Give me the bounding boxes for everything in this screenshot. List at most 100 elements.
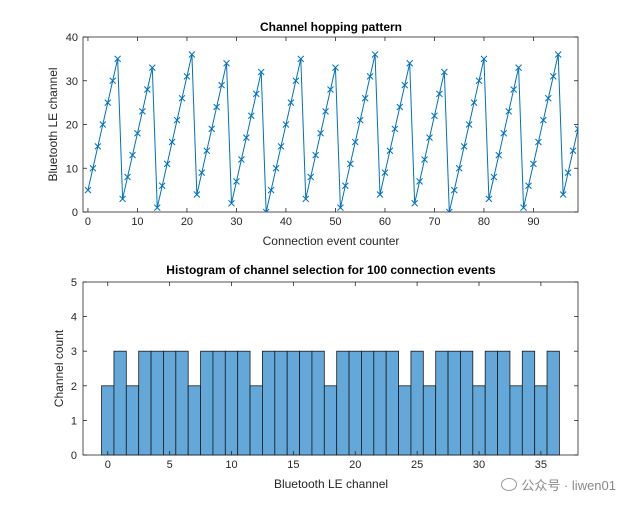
data-point-marker bbox=[129, 151, 136, 159]
hopping-pattern-xlabel: Connection event counter bbox=[263, 234, 400, 248]
data-point-marker bbox=[89, 164, 97, 172]
histogram-bar bbox=[521, 350, 536, 456]
histogram-bar bbox=[472, 385, 486, 456]
wechat-icon bbox=[501, 478, 518, 491]
x-tick-label: 15 bbox=[287, 459, 299, 471]
y-tick-label: 30 bbox=[66, 76, 78, 88]
data-point-marker bbox=[351, 138, 359, 146]
histogram-bar bbox=[200, 350, 214, 456]
data-point-marker bbox=[148, 64, 156, 71]
histogram-bar bbox=[286, 350, 300, 456]
x-tick-label: 90 bbox=[527, 216, 539, 228]
data-point-marker bbox=[490, 173, 498, 181]
x-tick-label: 70 bbox=[428, 216, 440, 228]
data-point-marker bbox=[252, 90, 260, 98]
data-point-marker bbox=[386, 147, 394, 155]
data-point-marker bbox=[312, 151, 320, 159]
data-point-marker bbox=[124, 173, 131, 181]
data-point-marker bbox=[525, 182, 532, 190]
x-tick-label: 50 bbox=[329, 216, 341, 228]
histogram-bar bbox=[361, 350, 375, 456]
data-point-marker bbox=[297, 55, 305, 63]
data-point-marker bbox=[94, 143, 102, 150]
data-point-marker bbox=[356, 116, 364, 124]
hopping-series-line bbox=[87, 54, 578, 212]
data-point-marker bbox=[406, 59, 414, 67]
data-point-marker bbox=[520, 204, 527, 211]
data-point-marker bbox=[401, 81, 409, 89]
histogram-bar bbox=[385, 350, 399, 456]
data-point-marker bbox=[228, 199, 235, 207]
data-point-marker bbox=[153, 204, 161, 211]
data-point-marker bbox=[366, 73, 374, 80]
data-point-marker bbox=[302, 195, 310, 203]
x-tick-label: 0 bbox=[85, 216, 91, 228]
histogram-bar bbox=[249, 385, 263, 456]
data-point-marker bbox=[505, 108, 513, 115]
hopping-pattern-ylabel: Bluetooth LE channel bbox=[46, 67, 60, 181]
data-point-marker bbox=[173, 116, 181, 124]
histogram-xlabel: Bluetooth LE channel bbox=[274, 477, 388, 491]
hopping-pattern-axes: Channel hopping pattern 0 10 20 30 40 50 60 70 8… bbox=[46, 20, 579, 248]
data-point-marker bbox=[569, 147, 577, 155]
data-point-marker bbox=[198, 169, 206, 176]
data-point-marker bbox=[475, 77, 483, 85]
x-tick-label: 40 bbox=[280, 216, 292, 228]
histogram-axes: Histogram of channel selection for 100 c… bbox=[52, 263, 579, 491]
x-tick-label: 30 bbox=[473, 459, 485, 471]
data-point-marker bbox=[327, 86, 334, 93]
data-point-marker bbox=[99, 121, 107, 128]
data-point-marker bbox=[282, 121, 290, 128]
data-point-marker bbox=[381, 169, 389, 176]
data-point-marker bbox=[163, 160, 171, 168]
histogram-bar bbox=[484, 350, 498, 456]
data-point-marker bbox=[292, 77, 300, 85]
data-point-marker bbox=[208, 125, 216, 133]
histogram-bar bbox=[311, 350, 325, 456]
histogram-bar bbox=[546, 350, 560, 456]
data-point-marker bbox=[554, 51, 562, 58]
data-point-marker bbox=[480, 55, 488, 63]
data-point-marker bbox=[376, 191, 384, 198]
histogram-bar bbox=[113, 350, 127, 456]
data-point-marker bbox=[272, 164, 280, 172]
data-point-marker bbox=[341, 182, 349, 190]
data-point-marker bbox=[421, 156, 428, 163]
watermark: 公众号 · liwen01 bbox=[501, 475, 616, 494]
data-point-marker bbox=[411, 199, 419, 207]
data-point-marker bbox=[440, 68, 448, 76]
x-tick-label: 10 bbox=[225, 459, 237, 471]
histogram-ylabel: Channel count bbox=[52, 329, 66, 407]
hopping-pattern-plot-area bbox=[82, 36, 579, 213]
data-point-marker bbox=[84, 186, 92, 194]
data-point-marker bbox=[213, 103, 221, 111]
data-point-marker bbox=[530, 160, 537, 168]
histogram-bar bbox=[398, 385, 412, 456]
x-tick-label: 35 bbox=[535, 459, 547, 471]
data-point-marker bbox=[257, 68, 265, 76]
data-point-marker bbox=[460, 143, 468, 150]
histogram-bar bbox=[125, 385, 140, 456]
x-tick-label: 20 bbox=[181, 216, 193, 228]
histogram-bar bbox=[175, 350, 189, 456]
histogram-bar bbox=[212, 350, 226, 456]
data-point-marker bbox=[247, 112, 255, 120]
histogram-bar bbox=[497, 350, 511, 456]
data-point-marker bbox=[119, 195, 126, 203]
data-point-marker bbox=[104, 99, 112, 106]
data-point-marker bbox=[396, 103, 404, 111]
data-point-marker bbox=[574, 125, 578, 133]
data-point-marker bbox=[238, 156, 245, 163]
data-point-marker bbox=[549, 73, 557, 80]
data-point-marker bbox=[267, 186, 275, 194]
data-point-marker bbox=[287, 99, 295, 106]
data-point-marker bbox=[307, 173, 315, 181]
data-point-marker bbox=[134, 129, 141, 137]
y-tick-label: 3 bbox=[71, 346, 77, 358]
data-point-marker bbox=[143, 86, 151, 93]
histogram-bar bbox=[224, 350, 239, 456]
x-tick-label: 20 bbox=[349, 459, 361, 471]
y-tick-label: 2 bbox=[71, 381, 77, 393]
histogram-bar bbox=[274, 350, 288, 456]
